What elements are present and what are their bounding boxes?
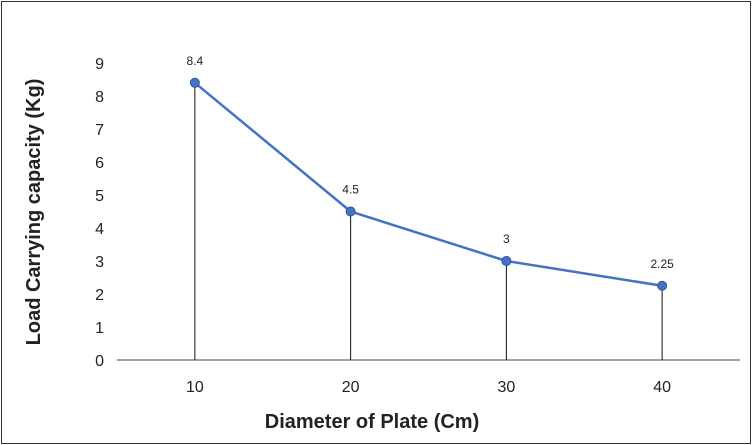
x-tick-labels: 10 20 30 40 [186,379,671,396]
x-axis-title: Diameter of Plate (Cm) [265,411,480,433]
y-tick-label: 5 [95,188,104,205]
y-tick-labels: 0 1 2 3 4 5 6 7 8 9 [95,56,104,370]
data-label: 4.5 [342,183,359,197]
y-tick-label: 4 [95,221,104,238]
y-tick-label: 3 [95,254,104,271]
y-tick-label: 0 [95,353,104,370]
x-tick-label: 30 [497,379,515,396]
series-line [194,81,663,287]
y-tick-label: 9 [95,56,104,73]
data-point [501,256,512,266]
data-label: 3 [503,232,510,246]
data-labels: 8.4 4.5 3 2.25 [187,54,675,271]
data-label: 2.25 [650,257,674,271]
y-tick-label: 8 [95,89,104,106]
data-points [189,77,668,291]
data-label: 8.4 [187,54,204,68]
data-point [657,280,668,291]
x-tick-label: 10 [186,379,204,396]
y-tick-label: 1 [95,320,104,337]
data-point [189,77,200,88]
y-axis-title: Load Carrying capacity (Kg) [23,79,45,346]
data-point [345,206,356,217]
drop-lines [194,82,663,360]
y-tick-label: 6 [95,155,104,172]
x-tick-label: 40 [653,379,671,396]
y-tick-label: 7 [95,122,104,139]
y-tick-label: 2 [95,287,104,304]
x-tick-label: 20 [342,379,360,396]
